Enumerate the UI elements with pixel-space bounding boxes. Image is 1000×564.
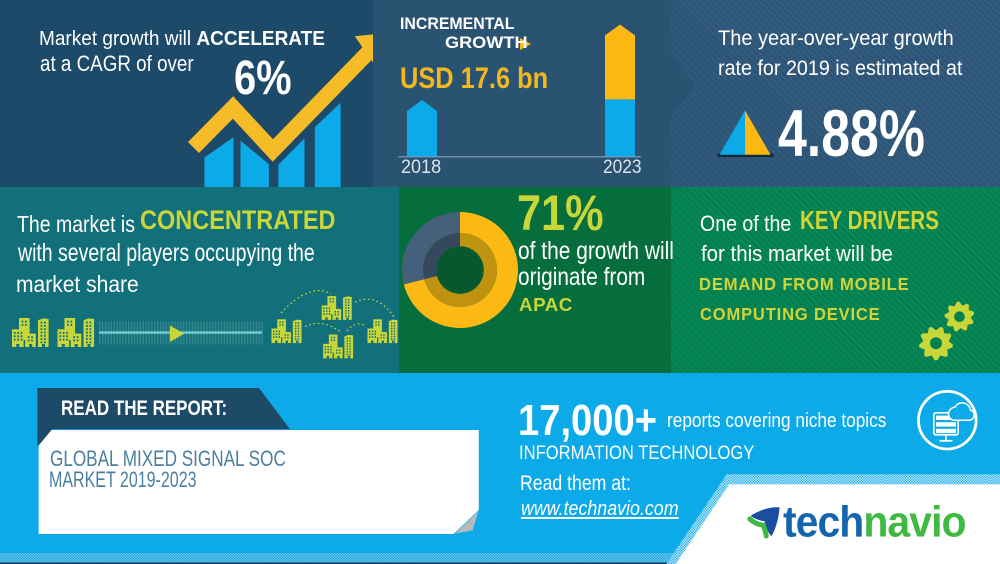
svg-text:technavio: technavio — [783, 498, 966, 547]
